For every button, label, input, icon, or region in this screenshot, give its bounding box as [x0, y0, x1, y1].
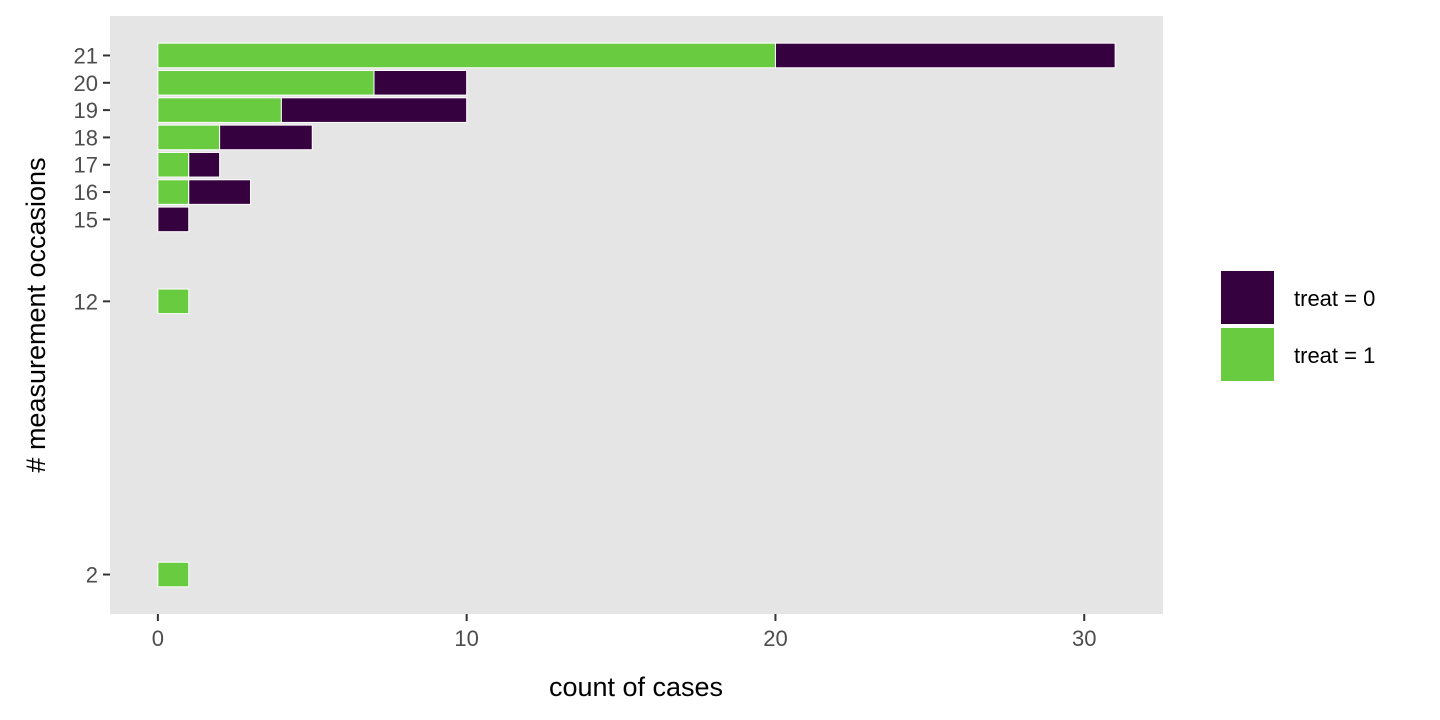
bar-21-treat-0 [774, 42, 1116, 69]
y-tick-label: 16 [74, 180, 98, 205]
y-tick-label: 19 [74, 98, 98, 123]
legend-label: treat = 1 [1294, 343, 1375, 368]
legend-key [1219, 326, 1276, 383]
bar-18-treat-0 [219, 124, 313, 151]
bar-17-treat-1 [157, 151, 190, 178]
bar-18-treat-1 [157, 124, 221, 151]
bar-21-treat-1 [157, 42, 776, 69]
y-tick-label: 2 [86, 563, 98, 588]
y-tick-label: 17 [74, 153, 98, 178]
y-tick-label: 12 [74, 289, 98, 314]
bar-15-treat-0 [157, 206, 190, 233]
bar-19-treat-0 [280, 97, 468, 123]
y-axis-title: # measurement occasions [21, 157, 51, 472]
x-tick-label: 0 [152, 626, 164, 651]
bar-20-treat-1 [157, 70, 375, 96]
bar-19-treat-1 [157, 97, 282, 123]
bar-16-treat-0 [188, 179, 252, 205]
bar-16-treat-1 [157, 179, 190, 205]
x-axis-title: count of cases [549, 672, 723, 702]
y-tick-label: 18 [74, 125, 98, 150]
bar-12-treat-1 [157, 288, 190, 315]
x-tick-label: 20 [763, 626, 787, 651]
x-tick-label: 10 [454, 626, 478, 651]
bar-17-treat-0 [188, 151, 221, 178]
legend-label: treat = 0 [1294, 286, 1375, 311]
x-tick-label: 30 [1072, 626, 1096, 651]
y-tick-label: 20 [74, 71, 98, 96]
y-tick-label: 15 [74, 207, 98, 232]
bar-20-treat-0 [373, 70, 468, 96]
y-tick-label: 21 [74, 43, 98, 68]
legend-key [1219, 269, 1276, 326]
bar-2-treat-1 [157, 561, 190, 588]
legend: treat = 0 treat = 1 [1219, 269, 1375, 383]
